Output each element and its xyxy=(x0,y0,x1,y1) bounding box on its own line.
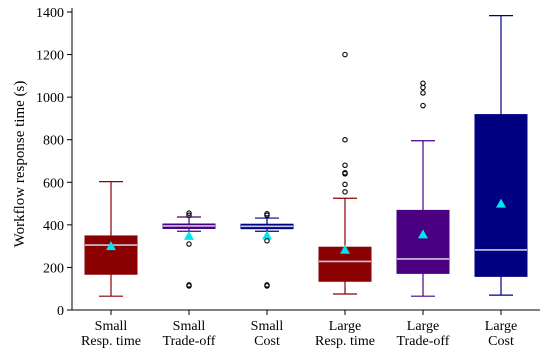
y-axis: 0 200 400 600 800 1000 1200 1400 xyxy=(36,6,73,319)
outlier-point xyxy=(420,90,426,96)
y-axis-title: Workflow response time (s) xyxy=(12,81,28,248)
x-tick-label-line1: Large xyxy=(485,319,517,334)
x-tick-label-line2: Cost xyxy=(488,334,514,349)
x-tick-label-line2: Trade-off xyxy=(397,334,450,349)
y-tick-label: 1400 xyxy=(36,6,64,21)
x-tick-label-line1: Large xyxy=(407,319,439,334)
box-group xyxy=(396,80,450,297)
outlier-point xyxy=(342,162,348,169)
y-tick-label: 1200 xyxy=(36,49,64,64)
outlier-point xyxy=(186,282,192,288)
y-tick-label: 200 xyxy=(43,261,64,276)
outlier-point xyxy=(186,210,192,216)
y-tick-label: 0 xyxy=(57,304,64,319)
box-group xyxy=(318,51,372,295)
x-tick-label-line2: Resp. time xyxy=(81,334,141,349)
x-tick-label-line1: Small xyxy=(173,319,206,334)
mean-marker xyxy=(262,230,272,240)
box-group xyxy=(240,211,294,289)
outlier-point xyxy=(264,211,270,217)
outlier-point xyxy=(264,282,270,288)
box-group xyxy=(84,181,138,297)
iqr-box xyxy=(318,246,372,282)
y-tick-label: 600 xyxy=(43,176,64,191)
outlier-point xyxy=(420,102,426,109)
x-tick-label-line2: Trade-off xyxy=(163,334,216,349)
mean-marker xyxy=(106,241,116,251)
iqr-box xyxy=(474,114,528,277)
boxes-layer xyxy=(84,15,528,297)
y-tick-label: 400 xyxy=(43,219,64,234)
outlier-point xyxy=(342,169,348,176)
outlier-point xyxy=(342,181,348,188)
x-tick-label-line1: Small xyxy=(95,319,128,334)
y-tick-label: 800 xyxy=(43,134,64,149)
iqr-box xyxy=(396,209,450,274)
outlier-point xyxy=(342,189,348,195)
outlier-point xyxy=(264,238,270,244)
x-tick-label-line2: Resp. time xyxy=(315,334,375,349)
mean-marker xyxy=(496,198,506,208)
x-tick-label-line1: Small xyxy=(251,319,284,334)
y-tick-label: 1000 xyxy=(36,91,64,106)
x-tick-label-line2: Cost xyxy=(254,334,280,349)
outlier-point xyxy=(342,51,348,58)
box-group xyxy=(474,15,528,296)
outlier-point xyxy=(186,212,192,219)
outlier-point xyxy=(420,80,426,87)
box-group xyxy=(162,210,216,289)
outlier-point xyxy=(186,241,192,247)
mean-marker xyxy=(418,229,428,239)
mean-marker xyxy=(340,244,350,254)
mean-marker xyxy=(184,230,194,240)
outlier-point xyxy=(342,136,348,143)
x-tick-label-line1: Large xyxy=(329,319,361,334)
